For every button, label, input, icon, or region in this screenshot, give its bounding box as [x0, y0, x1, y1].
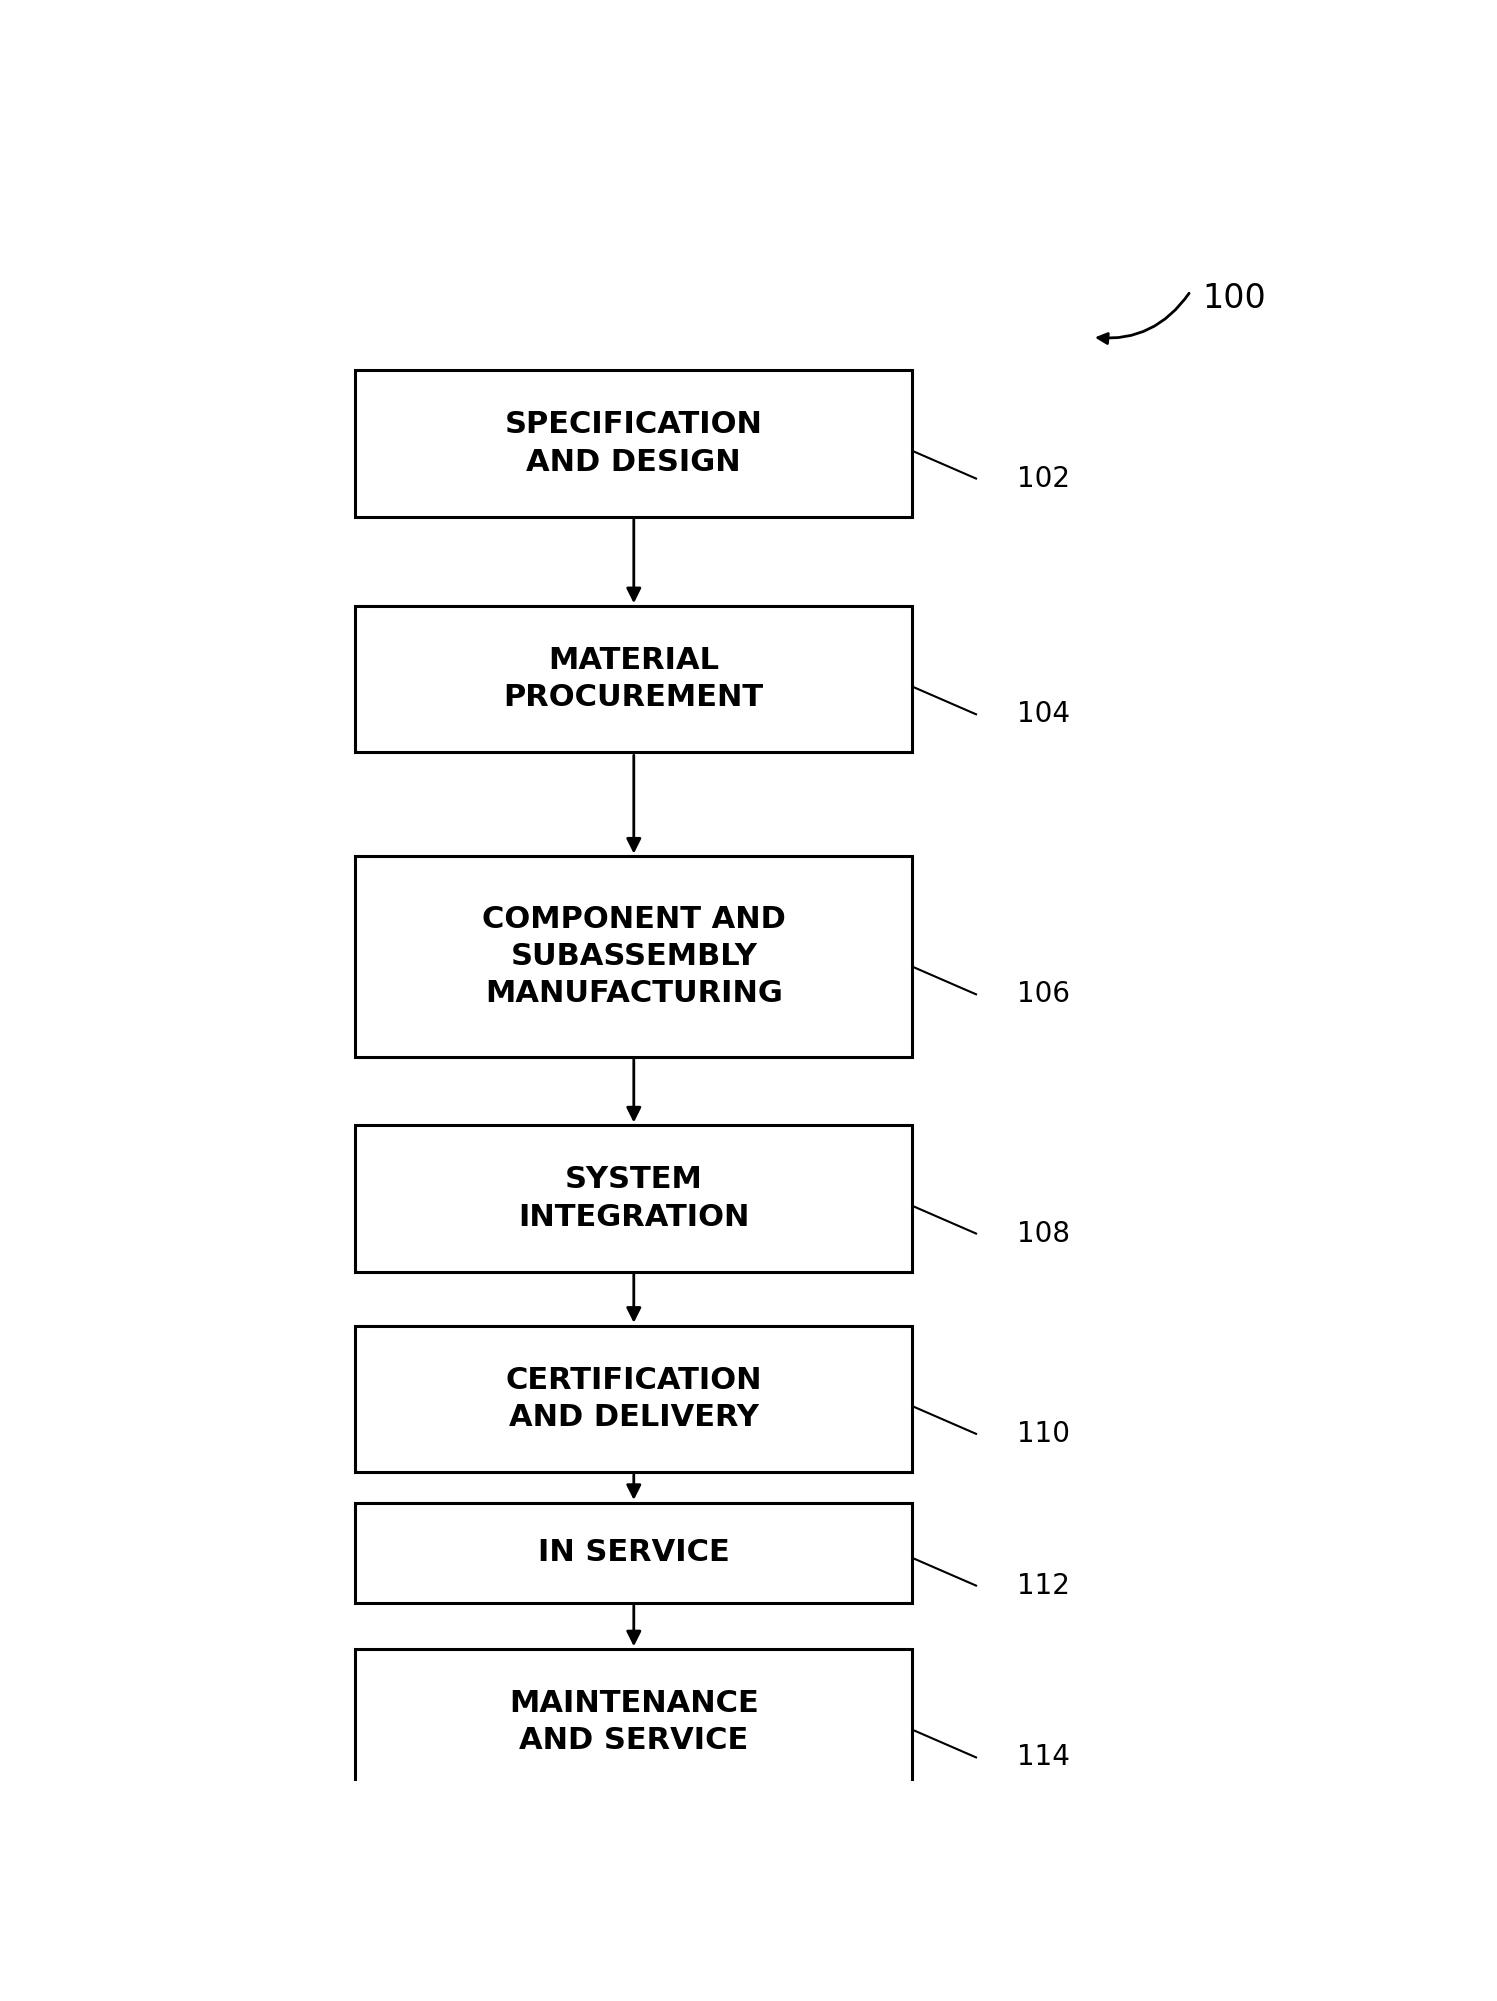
- Text: MAINTENANCE
AND SERVICE: MAINTENANCE AND SERVICE: [509, 1689, 759, 1755]
- Bar: [355, 1125, 912, 1273]
- Text: 104: 104: [1016, 700, 1070, 728]
- Text: 108: 108: [1016, 1219, 1070, 1247]
- Text: 112: 112: [1016, 1571, 1069, 1599]
- Text: COMPONENT AND
SUBASSEMBLY
MANUFACTURING: COMPONENT AND SUBASSEMBLY MANUFACTURING: [482, 904, 786, 1009]
- Bar: [355, 1649, 912, 1795]
- Bar: [355, 856, 912, 1057]
- Bar: [355, 606, 912, 752]
- Bar: [355, 370, 912, 516]
- Text: 102: 102: [1016, 464, 1070, 492]
- Text: 100: 100: [1202, 282, 1266, 316]
- Text: MATERIAL
PROCUREMENT: MATERIAL PROCUREMENT: [503, 646, 763, 712]
- Text: 110: 110: [1016, 1421, 1070, 1449]
- Text: CERTIFICATION
AND DELIVERY: CERTIFICATION AND DELIVERY: [506, 1367, 762, 1433]
- Text: SPECIFICATION
AND DESIGN: SPECIFICATION AND DESIGN: [504, 410, 763, 476]
- Text: SYSTEM
INTEGRATION: SYSTEM INTEGRATION: [518, 1165, 750, 1231]
- Text: 106: 106: [1016, 980, 1070, 1009]
- Text: IN SERVICE: IN SERVICE: [537, 1539, 729, 1567]
- Bar: [355, 1503, 912, 1603]
- Bar: [355, 1325, 912, 1473]
- Text: 114: 114: [1016, 1743, 1069, 1771]
